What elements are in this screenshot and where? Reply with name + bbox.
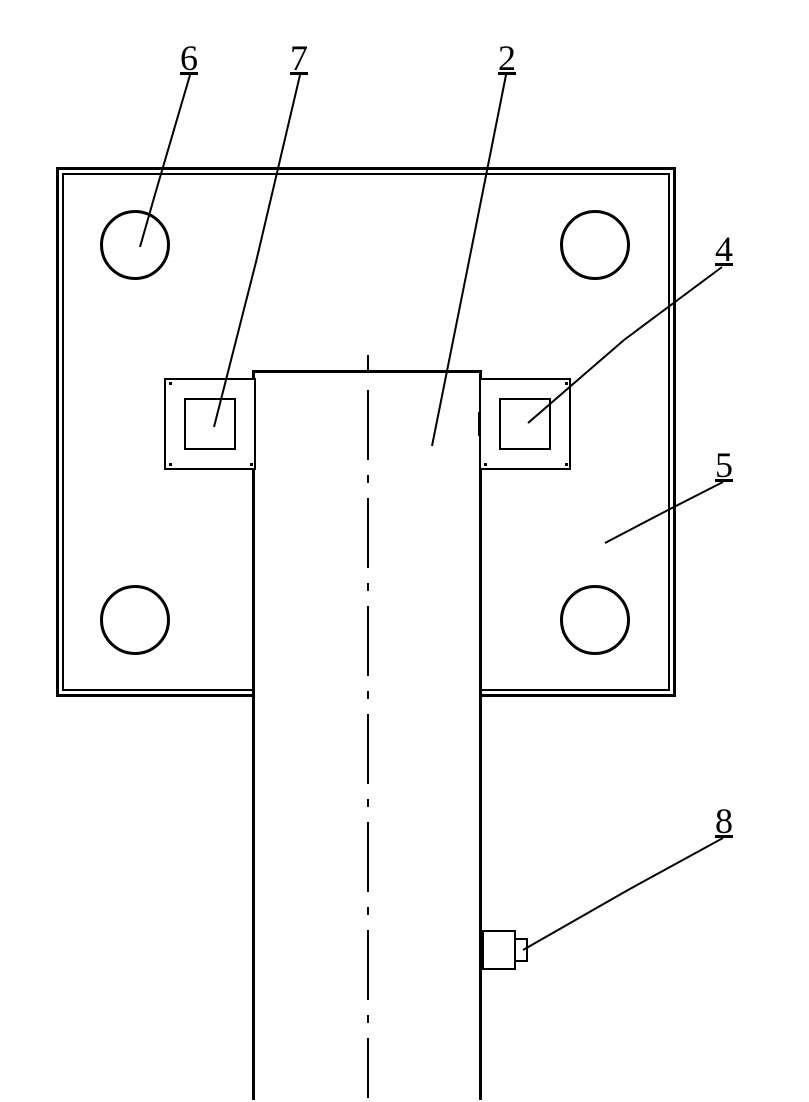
label-8: 8 [715, 800, 733, 842]
label-7: 7 [290, 37, 308, 79]
dot [565, 382, 568, 385]
label-5: 5 [715, 444, 733, 486]
bolt-hole-br [560, 585, 630, 655]
label-2: 2 [498, 37, 516, 79]
dot [250, 463, 253, 466]
left-bracket-inner [184, 398, 236, 450]
bolt-hole-tl [100, 210, 170, 280]
label-4: 4 [715, 228, 733, 270]
dot [565, 463, 568, 466]
bolt-hole-tr [560, 210, 630, 280]
dot [169, 382, 172, 385]
diagram-canvas: 6 7 2 4 5 8 [0, 0, 809, 1102]
dot [484, 463, 487, 466]
right-bracket-inner [499, 398, 551, 450]
lug-body [482, 930, 516, 970]
label-6: 6 [180, 37, 198, 79]
lug-stem [516, 938, 528, 962]
bolt-hole-bl [100, 585, 170, 655]
dot [169, 463, 172, 466]
